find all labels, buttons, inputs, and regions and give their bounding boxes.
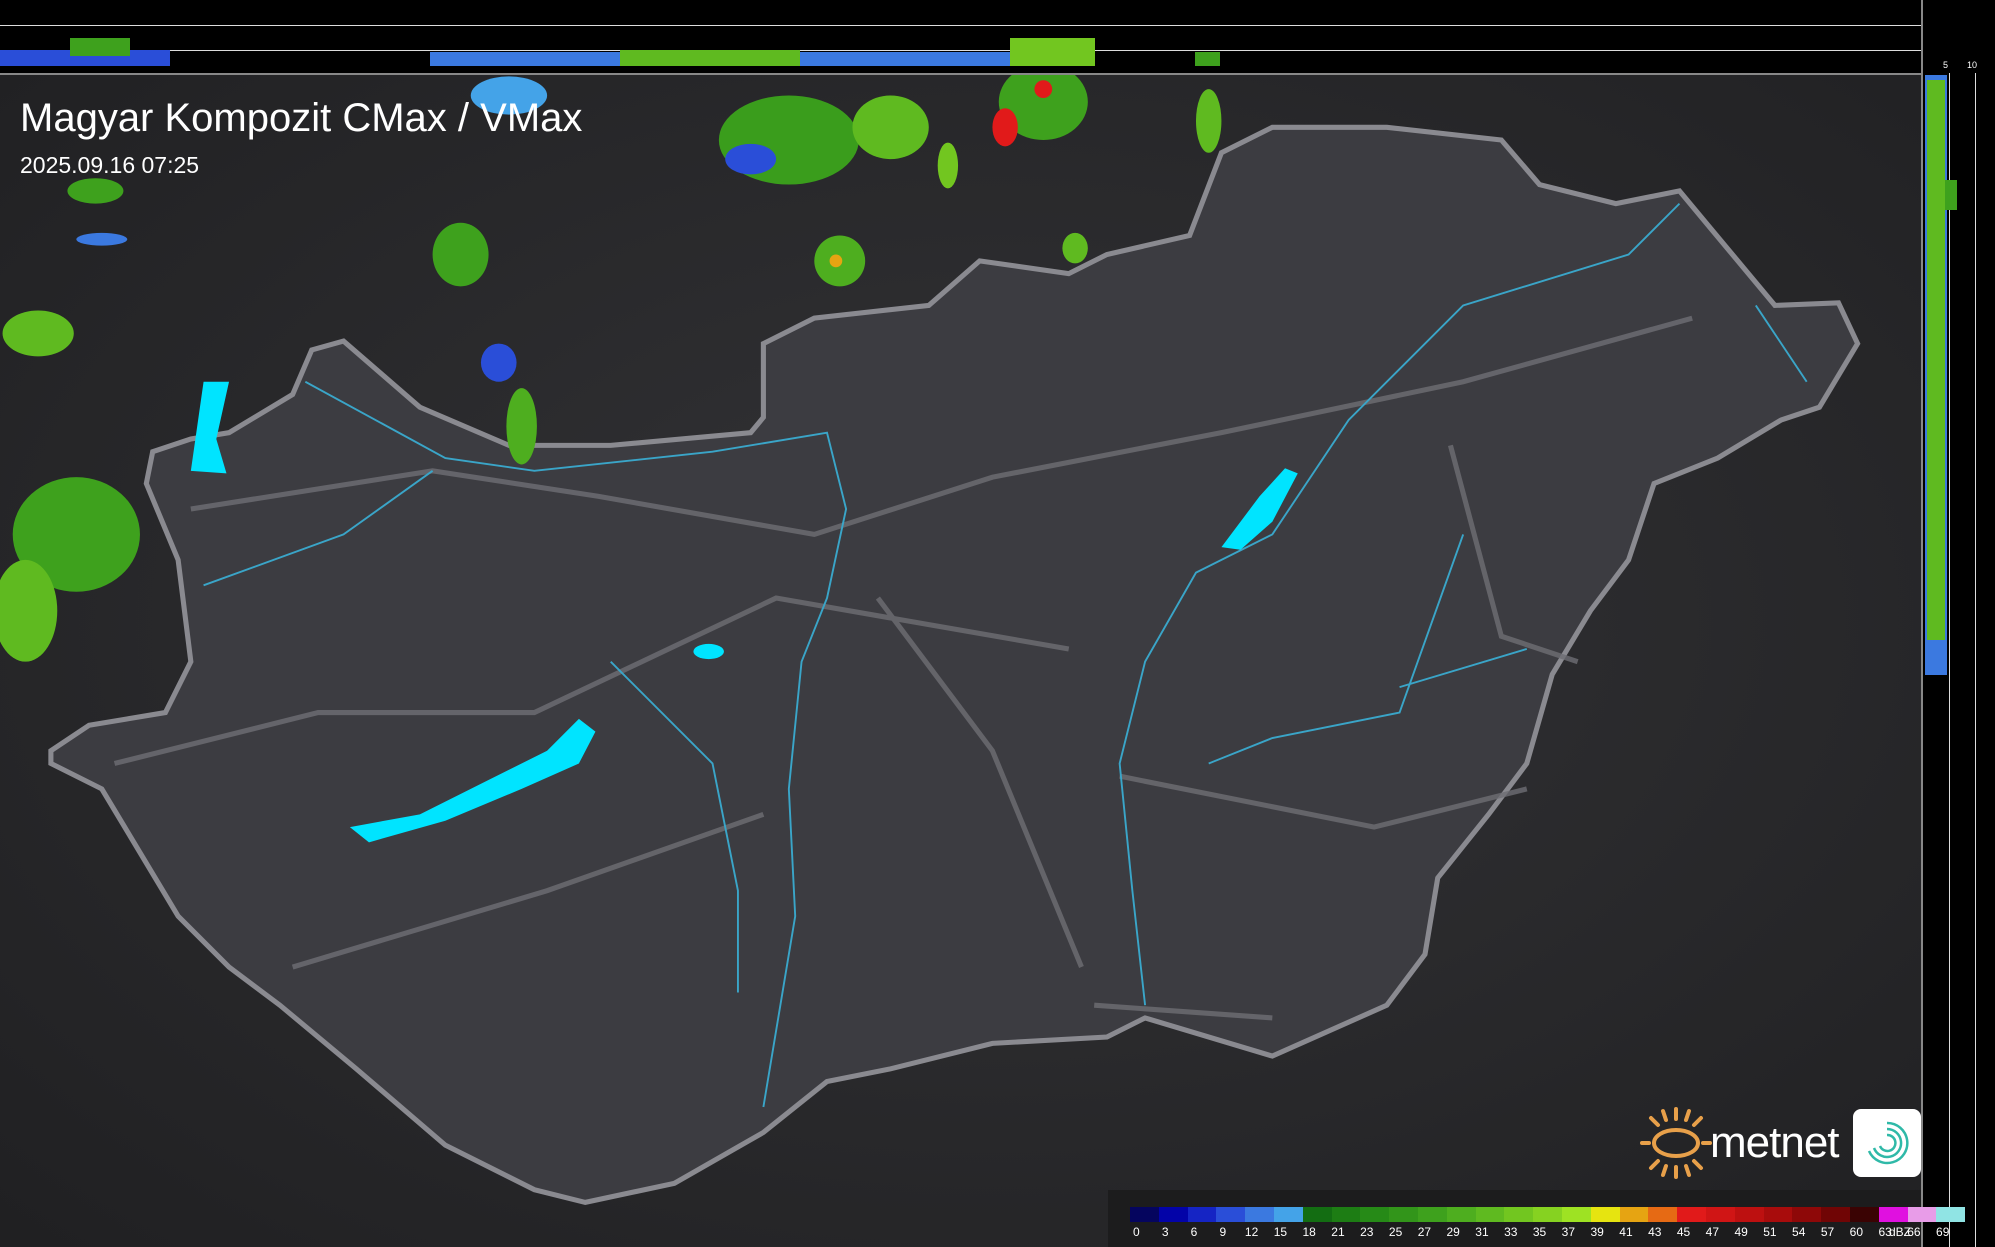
legend-swatch (1302, 1207, 1332, 1222)
map-timestamp: 2025.09.16 07:25 (20, 152, 200, 178)
legend-labels: 0 3 6 9 12 15 18 21 23 25 27 29 31 33 35 37 39 41 43 45 47 49… (1130, 1225, 1965, 1239)
dbz-color-legend: 0 3 6 9 12 15 18 21 23 25 27 29 31 33 35 37 39 41 43 45 47 49… (1108, 1190, 1966, 1247)
legend-label: 33 (1504, 1225, 1518, 1239)
legend-swatch (1417, 1207, 1447, 1222)
logo-text: metnet (1710, 1118, 1840, 1167)
legend-label: 3 (1161, 1225, 1169, 1239)
legend-swatch (1907, 1207, 1937, 1222)
legend-label: 23 (1360, 1225, 1374, 1239)
legend-label: 31 (1475, 1225, 1489, 1239)
legend-swatch (1849, 1207, 1879, 1222)
legend-swatch (1734, 1207, 1764, 1222)
legend-swatch (1158, 1207, 1188, 1222)
legend-swatch (1705, 1207, 1735, 1222)
legend-swatch (1619, 1207, 1649, 1222)
legend-swatch (1187, 1207, 1217, 1222)
legend-label: 9 (1219, 1225, 1227, 1239)
legend-label: 27 (1417, 1225, 1432, 1239)
legend-label: 60 (1849, 1225, 1863, 1239)
legend-swatch (1475, 1207, 1505, 1222)
legend-swatch (1273, 1207, 1303, 1222)
legend-label: 35 (1532, 1225, 1547, 1239)
legend-label: 6 (1190, 1225, 1198, 1239)
legend-label: 0 (1133, 1225, 1140, 1239)
county-borders (113, 315, 1693, 1021)
radar-echoes (0, 63, 1222, 662)
legend-label: 21 (1331, 1225, 1345, 1239)
legend-label: 49 (1734, 1225, 1748, 1239)
legend-label: 57 (1820, 1225, 1835, 1239)
legend-label: 63 (1878, 1225, 1892, 1239)
legend-label: 12 (1244, 1225, 1259, 1239)
map-title: Magyar Kompozit CMax / VMax (20, 96, 583, 140)
legend-swatch (1446, 1207, 1476, 1222)
legend-label: 18 (1302, 1225, 1316, 1239)
legend-swatch (1504, 1207, 1534, 1222)
lake-ferto (190, 381, 230, 474)
legend-swatch (1878, 1207, 1908, 1222)
legend-swatch (1677, 1207, 1706, 1222)
legend-label: 47 (1705, 1225, 1720, 1239)
legend-label: 25 (1388, 1225, 1403, 1239)
side-axis-label: 5 (1943, 60, 1949, 70)
legend-label: 45 (1676, 1225, 1691, 1239)
legend-label: 15 (1273, 1225, 1288, 1239)
swirl-logo-icon (1852, 1109, 1921, 1177)
legend-swatch (1936, 1207, 1966, 1222)
legend-unit: dBZ (1889, 1225, 1912, 1239)
legend-label: 66 (1907, 1225, 1921, 1239)
legend-swatch (1561, 1207, 1591, 1222)
legend-label: 69 (1936, 1225, 1950, 1239)
legend-swatch (1245, 1207, 1274, 1222)
legend-swatch (1216, 1207, 1246, 1222)
legend-label: 39 (1590, 1225, 1604, 1239)
side-axis-label: 10 (1967, 60, 1978, 70)
legend-swatch (1792, 1207, 1822, 1222)
lakes (190, 381, 1298, 843)
legend-label: 29 (1446, 1225, 1460, 1239)
legend-label: 37 (1561, 1225, 1576, 1239)
legend-swatch (1533, 1207, 1562, 1222)
legend-swatch (1331, 1207, 1361, 1222)
legend-label: 41 (1619, 1225, 1633, 1239)
legend-swatch (1821, 1207, 1850, 1222)
rivers (203, 202, 1808, 1108)
legend-swatch (1130, 1207, 1159, 1222)
sun-logo-icon (1640, 1107, 1712, 1179)
side-vertical-profile: 5 10 (1921, 0, 1995, 1247)
legend-swatch (1360, 1207, 1390, 1222)
legend-swatch (1763, 1207, 1793, 1222)
legend-swatch (1590, 1207, 1620, 1222)
legend-swatch (1389, 1207, 1418, 1222)
lake-tisza (1221, 468, 1298, 550)
lake-balaton (349, 718, 596, 843)
metnet-logo: metnet (1636, 1103, 1921, 1183)
top-vertical-profile: 10 5 (0, 0, 1935, 75)
legend-label: 54 (1792, 1225, 1806, 1239)
legend-swatch (1648, 1207, 1678, 1222)
legend-color-bar (1130, 1207, 1966, 1222)
lake-velence (693, 643, 724, 660)
legend-label: 51 (1763, 1225, 1777, 1239)
legend-label: 43 (1648, 1225, 1662, 1239)
